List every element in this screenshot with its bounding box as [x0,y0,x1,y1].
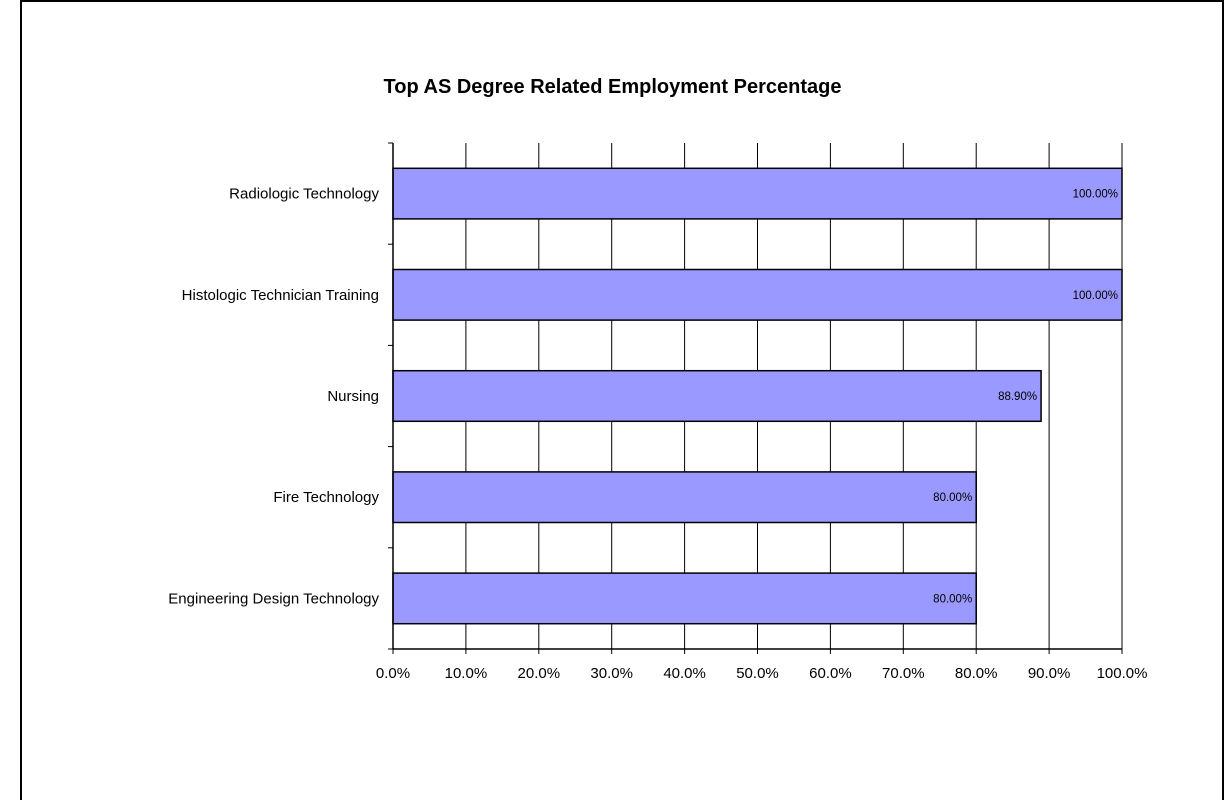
x-tick-label: 70.0% [882,665,925,682]
category-label: Histologic Technician Training [182,287,379,304]
bar [392,572,977,625]
chart-title: Top AS Degree Related Employment Percent… [383,76,842,98]
x-axis-ticks: 0.0% 10.0% 20.0% 30.0% 40.0% 50.0% 60.0% 70.0% 8… [376,649,1148,682]
x-tick-label: 50.0% [736,665,779,682]
x-tick-label: 60.0% [809,665,852,682]
data-label: 100.00% [1073,189,1118,201]
bar [392,471,977,524]
chart-frame [20,0,1224,800]
data-label: 88.90% [998,391,1037,403]
category-label: Nursing [327,388,379,405]
category-label: Engineering Design Technology [168,590,379,607]
x-tick-label: 100.0% [1097,665,1148,682]
x-tick-label: 30.0% [590,665,633,682]
category-labels: Radiologic Technology Histologic Technici… [168,186,379,608]
data-label: 80.00% [933,593,972,605]
category-label: Radiologic Technology [229,186,379,203]
bar [392,268,1123,321]
x-tick-label: 10.0% [445,665,488,682]
x-tick-label: 0.0% [376,665,410,682]
bar [392,369,1042,423]
x-tick-label: 90.0% [1028,665,1071,682]
x-tick-label: 20.0% [518,665,561,682]
bars [392,167,1123,625]
x-tick-label: 80.0% [955,665,998,682]
bar [392,167,1123,220]
x-tick-label: 40.0% [663,665,706,682]
category-label: Fire Technology [273,489,379,506]
data-label: 100.00% [1073,290,1118,302]
data-labels: 100.00% 100.00% 88.90% 80.00% 80.00% [933,189,1118,606]
data-label: 80.00% [933,492,972,504]
